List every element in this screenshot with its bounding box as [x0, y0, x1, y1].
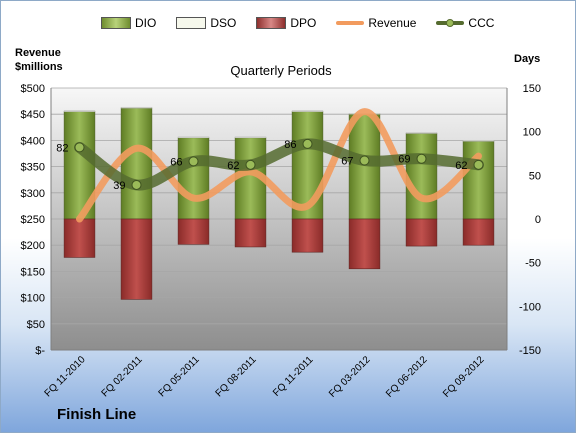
ccc-data-label: 86: [284, 139, 296, 151]
bar-dpo: [234, 218, 267, 248]
category-label: FQ 03-2012: [327, 354, 373, 400]
ccc-point: [416, 153, 427, 164]
right-tick-label: -150: [519, 345, 541, 357]
bar-dio: [291, 111, 324, 220]
bar-dpo: [348, 218, 381, 270]
left-axis-title: Revenue $millions: [15, 46, 63, 74]
right-tick-label: -100: [519, 301, 541, 313]
left-axis-title-line2: $millions: [15, 61, 63, 73]
bar-dso: [462, 140, 495, 142]
bar-dpo: [63, 218, 96, 258]
category-label: FQ 11-2010: [43, 354, 88, 399]
right-tick-label: 50: [529, 170, 541, 182]
right-tick-label: 0: [535, 214, 541, 226]
ccc-data-label: 62: [455, 160, 467, 172]
left-tick-label: $100: [21, 293, 45, 305]
legend-swatch-dso: [176, 17, 207, 29]
ccc-point: [245, 159, 256, 170]
left-tick-label: $150: [21, 266, 45, 278]
bar-dio: [405, 133, 438, 220]
right-tick-label: -50: [525, 258, 541, 270]
bar-dpo: [177, 218, 210, 245]
legend-item-ccc: CCC: [436, 16, 494, 30]
legend-item-revenue: Revenue: [336, 16, 416, 30]
ccc-data-label: 66: [170, 156, 182, 168]
legend-swatch-dpo: [256, 17, 287, 29]
category-label: FQ 06-2012: [384, 354, 430, 400]
left-tick-label: $350: [21, 162, 45, 174]
left-axis-title-line1: Revenue: [15, 47, 61, 59]
legend-label-dio: DIO: [135, 16, 157, 30]
left-tick-label: $400: [21, 135, 45, 147]
left-tick-label: $250: [21, 214, 45, 226]
company-name: Finish Line: [57, 406, 137, 423]
ccc-data-label: 69: [398, 154, 410, 166]
ccc-data-label: 39: [113, 180, 125, 192]
legend: DIO DSO DPO Revenue CCC: [101, 13, 514, 33]
ccc-data-label: 82: [56, 142, 68, 154]
ccc-point: [302, 138, 313, 149]
left-tick-label: $-: [35, 345, 45, 357]
legend-label-ccc: CCC: [468, 16, 495, 30]
bar-dpo: [120, 218, 153, 300]
legend-label-revenue: Revenue: [368, 16, 417, 30]
right-tick-label: 150: [523, 83, 541, 95]
bar-dio: [348, 113, 381, 220]
category-label: FQ 09-2012: [441, 354, 487, 400]
category-label: FQ 08-2011: [214, 354, 259, 399]
bar-dso: [177, 136, 210, 139]
bar-dso: [291, 110, 324, 112]
legend-swatch-dio: [101, 17, 131, 29]
category-label: FQ 05-2011: [157, 354, 202, 399]
category-label: FQ 11-2011: [271, 354, 316, 399]
bar-dio: [120, 107, 153, 220]
legend-item-dso: DSO: [176, 16, 236, 30]
ccc-point: [359, 155, 370, 166]
ccc-data-label: 62: [227, 160, 239, 172]
left-tick-label: $500: [21, 83, 45, 95]
left-tick-label: $300: [21, 188, 45, 200]
legend-swatch-revenue: [336, 18, 365, 28]
revenue-line: [76, 108, 482, 223]
bar-dso: [63, 110, 96, 112]
ccc-point: [188, 156, 199, 167]
ccc-point: [131, 179, 142, 190]
ccc-point: [473, 159, 484, 170]
right-tick-label: 100: [523, 127, 541, 139]
legend-label-dpo: DPO: [290, 16, 317, 30]
legend-item-dpo: DPO: [256, 16, 316, 30]
right-axis-title: Days: [514, 53, 541, 65]
left-tick-label: $50: [27, 319, 45, 331]
bar-dso: [405, 132, 438, 134]
ccc-point: [74, 142, 85, 153]
legend-label-dso: DSO: [210, 16, 237, 30]
bar-dio: [177, 137, 210, 220]
legend-swatch-ccc: [436, 18, 465, 28]
legend-item-dio: DIO: [101, 16, 156, 30]
bar-dpo: [462, 218, 495, 246]
plot-title: Quarterly Periods: [230, 63, 332, 78]
left-tick-label: $200: [21, 240, 45, 252]
bar-dpo: [405, 218, 438, 247]
ccc-data-label: 67: [341, 155, 353, 167]
bar-dpo: [291, 218, 324, 253]
bar-dso: [234, 136, 267, 139]
category-label: FQ 02-2011: [100, 354, 145, 399]
bar-dso: [120, 106, 153, 109]
left-tick-label: $450: [21, 109, 45, 121]
